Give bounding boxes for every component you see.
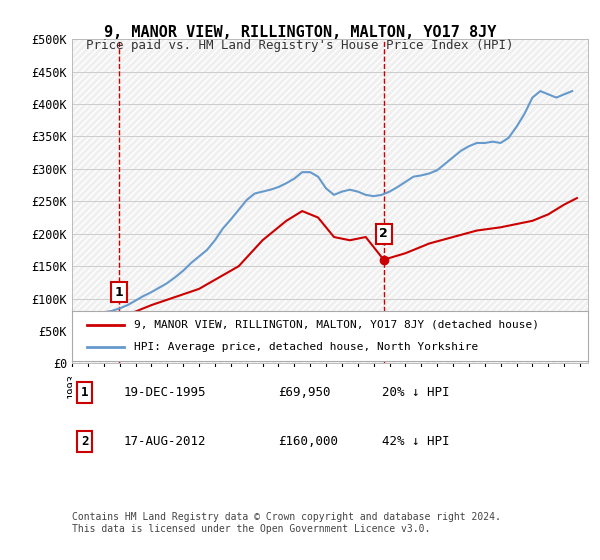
- Text: £69,950: £69,950: [278, 386, 331, 399]
- Text: 20% ↓ HPI: 20% ↓ HPI: [382, 386, 449, 399]
- Text: Price paid vs. HM Land Registry's House Price Index (HPI): Price paid vs. HM Land Registry's House …: [86, 39, 514, 52]
- Text: 1: 1: [115, 286, 124, 298]
- Text: 1: 1: [81, 386, 89, 399]
- Text: HPI: Average price, detached house, North Yorkshire: HPI: Average price, detached house, Nort…: [134, 342, 478, 352]
- Text: 42% ↓ HPI: 42% ↓ HPI: [382, 435, 449, 448]
- Text: 9, MANOR VIEW, RILLINGTON, MALTON, YO17 8JY (detached house): 9, MANOR VIEW, RILLINGTON, MALTON, YO17 …: [134, 320, 539, 330]
- Text: £160,000: £160,000: [278, 435, 338, 448]
- Text: 17-AUG-2012: 17-AUG-2012: [124, 435, 206, 448]
- Text: 19-DEC-1995: 19-DEC-1995: [124, 386, 206, 399]
- Text: 9, MANOR VIEW, RILLINGTON, MALTON, YO17 8JY: 9, MANOR VIEW, RILLINGTON, MALTON, YO17 …: [104, 25, 496, 40]
- Text: 2: 2: [81, 435, 89, 448]
- Text: 2: 2: [379, 227, 388, 240]
- Text: Contains HM Land Registry data © Crown copyright and database right 2024.
This d: Contains HM Land Registry data © Crown c…: [72, 512, 501, 534]
